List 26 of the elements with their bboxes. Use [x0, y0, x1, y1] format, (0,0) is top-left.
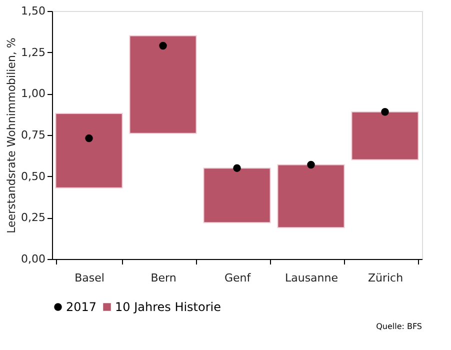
y-tick-label: 1,50: [21, 4, 46, 18]
legend-label: 10 Jahres Historie: [115, 300, 222, 314]
bar: [203, 168, 271, 224]
x-tick-label: Basel: [74, 272, 104, 284]
y-tick-label: 1,00: [21, 87, 46, 100]
bar: [277, 164, 345, 228]
legend-label: 2017: [66, 300, 97, 314]
point: [381, 108, 389, 116]
source-note: Quelle: BFS: [376, 322, 422, 331]
y-tick-label: 0,75: [21, 128, 46, 142]
x-tick-label: Zürich: [368, 272, 404, 284]
point: [233, 164, 241, 172]
x-tick-label: Bern: [150, 272, 176, 284]
x-tick-label: Lausanne: [284, 272, 338, 284]
y-tick-label: 0,25: [21, 211, 46, 224]
x-tick-label: Genf: [224, 272, 252, 284]
bar: [55, 113, 123, 188]
point: [85, 134, 93, 142]
y-axis-title: Leerstandsrate Wohnimmobilien, %: [5, 38, 18, 234]
point: [307, 160, 315, 169]
bar: [129, 35, 197, 134]
y-tick-label: 0,50: [21, 170, 46, 183]
y-tick-label: 0,00: [21, 252, 46, 266]
point: [159, 42, 167, 50]
y-tick-label: 1,25: [21, 46, 46, 59]
bar: [351, 111, 419, 160]
